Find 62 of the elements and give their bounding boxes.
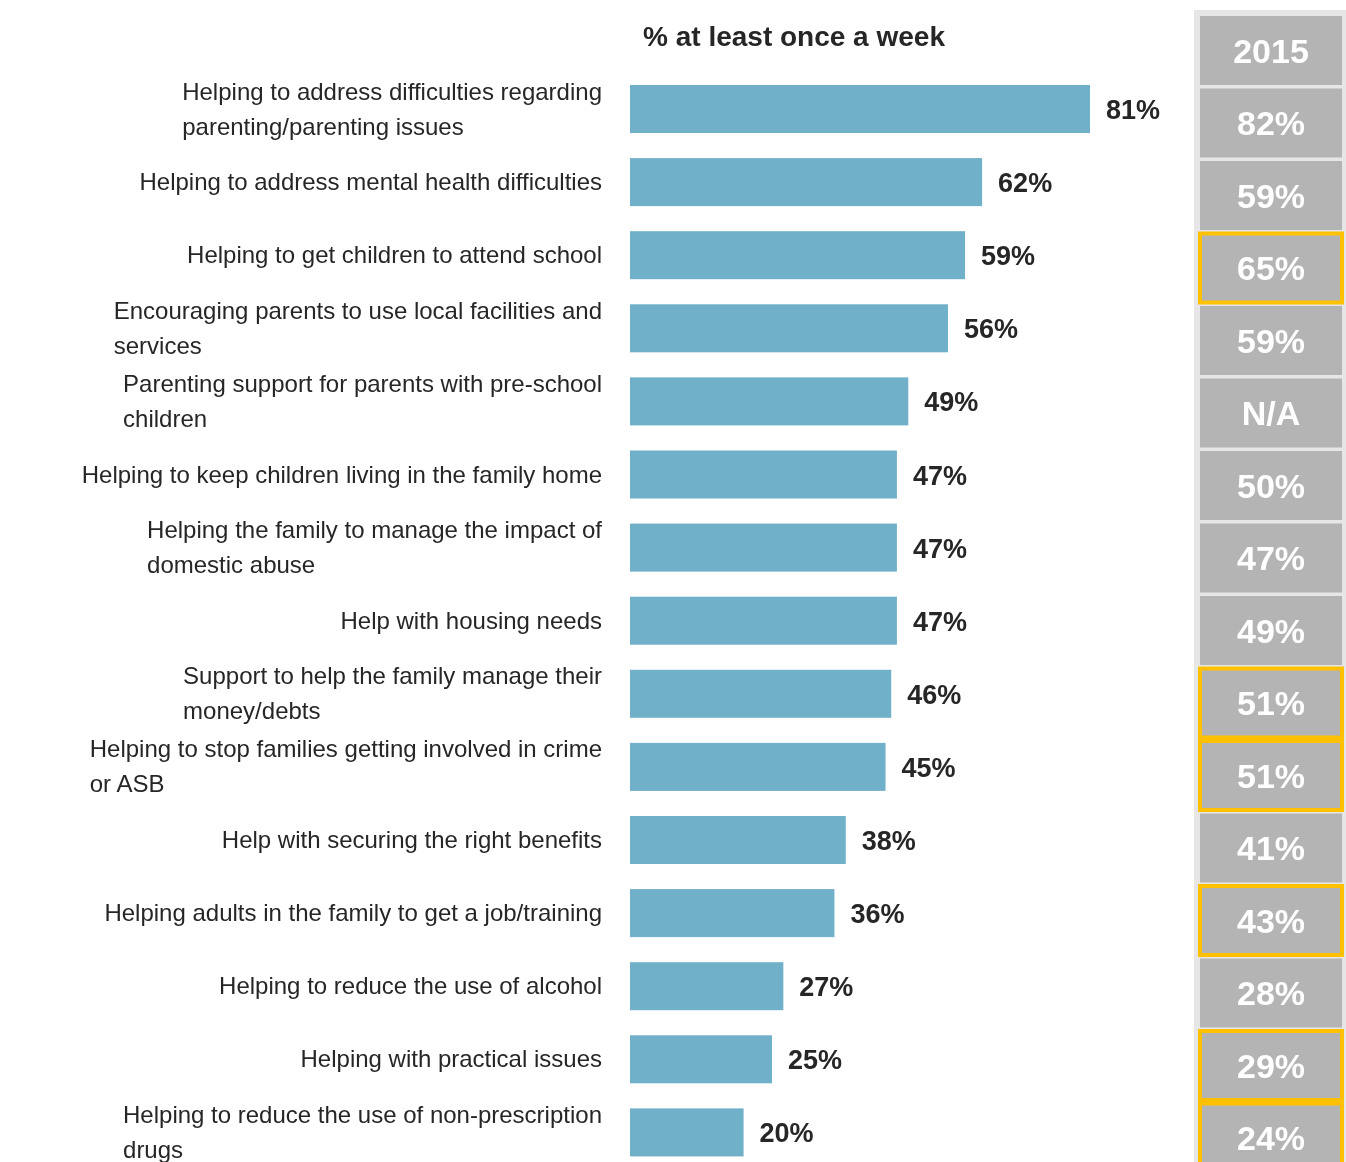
y-tick-label: Support to help the family manage their money/debts	[183, 662, 603, 725]
bar	[630, 377, 909, 426]
text: 24%	[1236, 1119, 1306, 1157]
bar	[630, 1108, 744, 1157]
data-label: 36%	[850, 899, 905, 930]
y-tick-label: Helping to reduce the use of alcohol	[219, 972, 602, 1000]
data-label: 27%	[799, 972, 854, 1003]
y-tick-label: Helping to reduce the use of non-prescription drugs	[123, 1100, 603, 1162]
y-tick-label: Help with housing needs	[340, 606, 602, 634]
text: 41%	[1236, 829, 1306, 867]
data-label: 46%	[907, 679, 962, 710]
data-label: 59%	[981, 241, 1036, 272]
text: 59%	[1236, 176, 1306, 215]
data-label: 25%	[787, 1045, 843, 1076]
bar	[630, 669, 892, 718]
data-label: 47%	[912, 533, 967, 564]
y-tick-label: Helping to stop families getting involved in crime or ASB	[89, 735, 602, 798]
text: 47%	[1236, 539, 1306, 577]
data-label: 47%	[912, 606, 967, 637]
bar	[630, 158, 983, 207]
text: N/A	[1241, 394, 1301, 432]
y-tick-label: Helping the family to manage the impact of domestic abuse	[147, 516, 603, 579]
text: 28%	[1236, 974, 1306, 1012]
y-tick-label: Encouraging parents to use local facilities and services	[113, 296, 602, 359]
data-label: 62%	[998, 168, 1053, 199]
y-tick-label: Help with securing the right benefits	[221, 826, 602, 853]
bar	[630, 231, 966, 280]
text: 2015	[1233, 31, 1309, 70]
y-tick-label: Helping with practical issues	[300, 1045, 602, 1073]
text: 50%	[1236, 466, 1306, 505]
bar	[630, 816, 846, 864]
bar	[630, 742, 886, 791]
y-tick-label: Helping to address difficulties regarding parenting/parenting issues	[182, 77, 603, 140]
y-tick-label: Parenting support for parents with pre-school children	[123, 369, 602, 432]
y-tick-label: Helping adults in the family to get a job/training	[104, 899, 602, 927]
text: 43%	[1236, 901, 1306, 940]
bar	[630, 304, 949, 353]
data-label: 49%	[924, 387, 979, 418]
bar	[630, 889, 835, 938]
text: 65%	[1236, 249, 1306, 287]
bar	[630, 523, 897, 572]
bar	[630, 85, 1090, 133]
bar	[630, 962, 784, 1011]
data-label: 56%	[964, 314, 1019, 345]
text: 51%	[1236, 756, 1306, 795]
text: 59%	[1236, 321, 1306, 360]
text: 29%	[1236, 1046, 1306, 1085]
bar	[630, 1035, 772, 1084]
text: 82%	[1236, 104, 1306, 142]
y-tick-label: Helping to get children to attend school	[187, 241, 602, 269]
chart-title: % at least once a week	[643, 21, 946, 52]
y-tick-label: Helping to keep children living in the family home	[81, 460, 602, 488]
bar	[630, 596, 897, 645]
text: 49%	[1236, 611, 1306, 650]
text: 51%	[1236, 684, 1306, 722]
data-label: 45%	[901, 752, 956, 783]
y-tick-label: Helping to address mental health difficulties	[139, 168, 602, 196]
data-label: 38%	[861, 826, 916, 856]
data-label: 47%	[912, 460, 967, 491]
bar	[630, 450, 897, 499]
data-label: 20%	[759, 1118, 814, 1149]
data-label: 81%	[1106, 95, 1161, 125]
